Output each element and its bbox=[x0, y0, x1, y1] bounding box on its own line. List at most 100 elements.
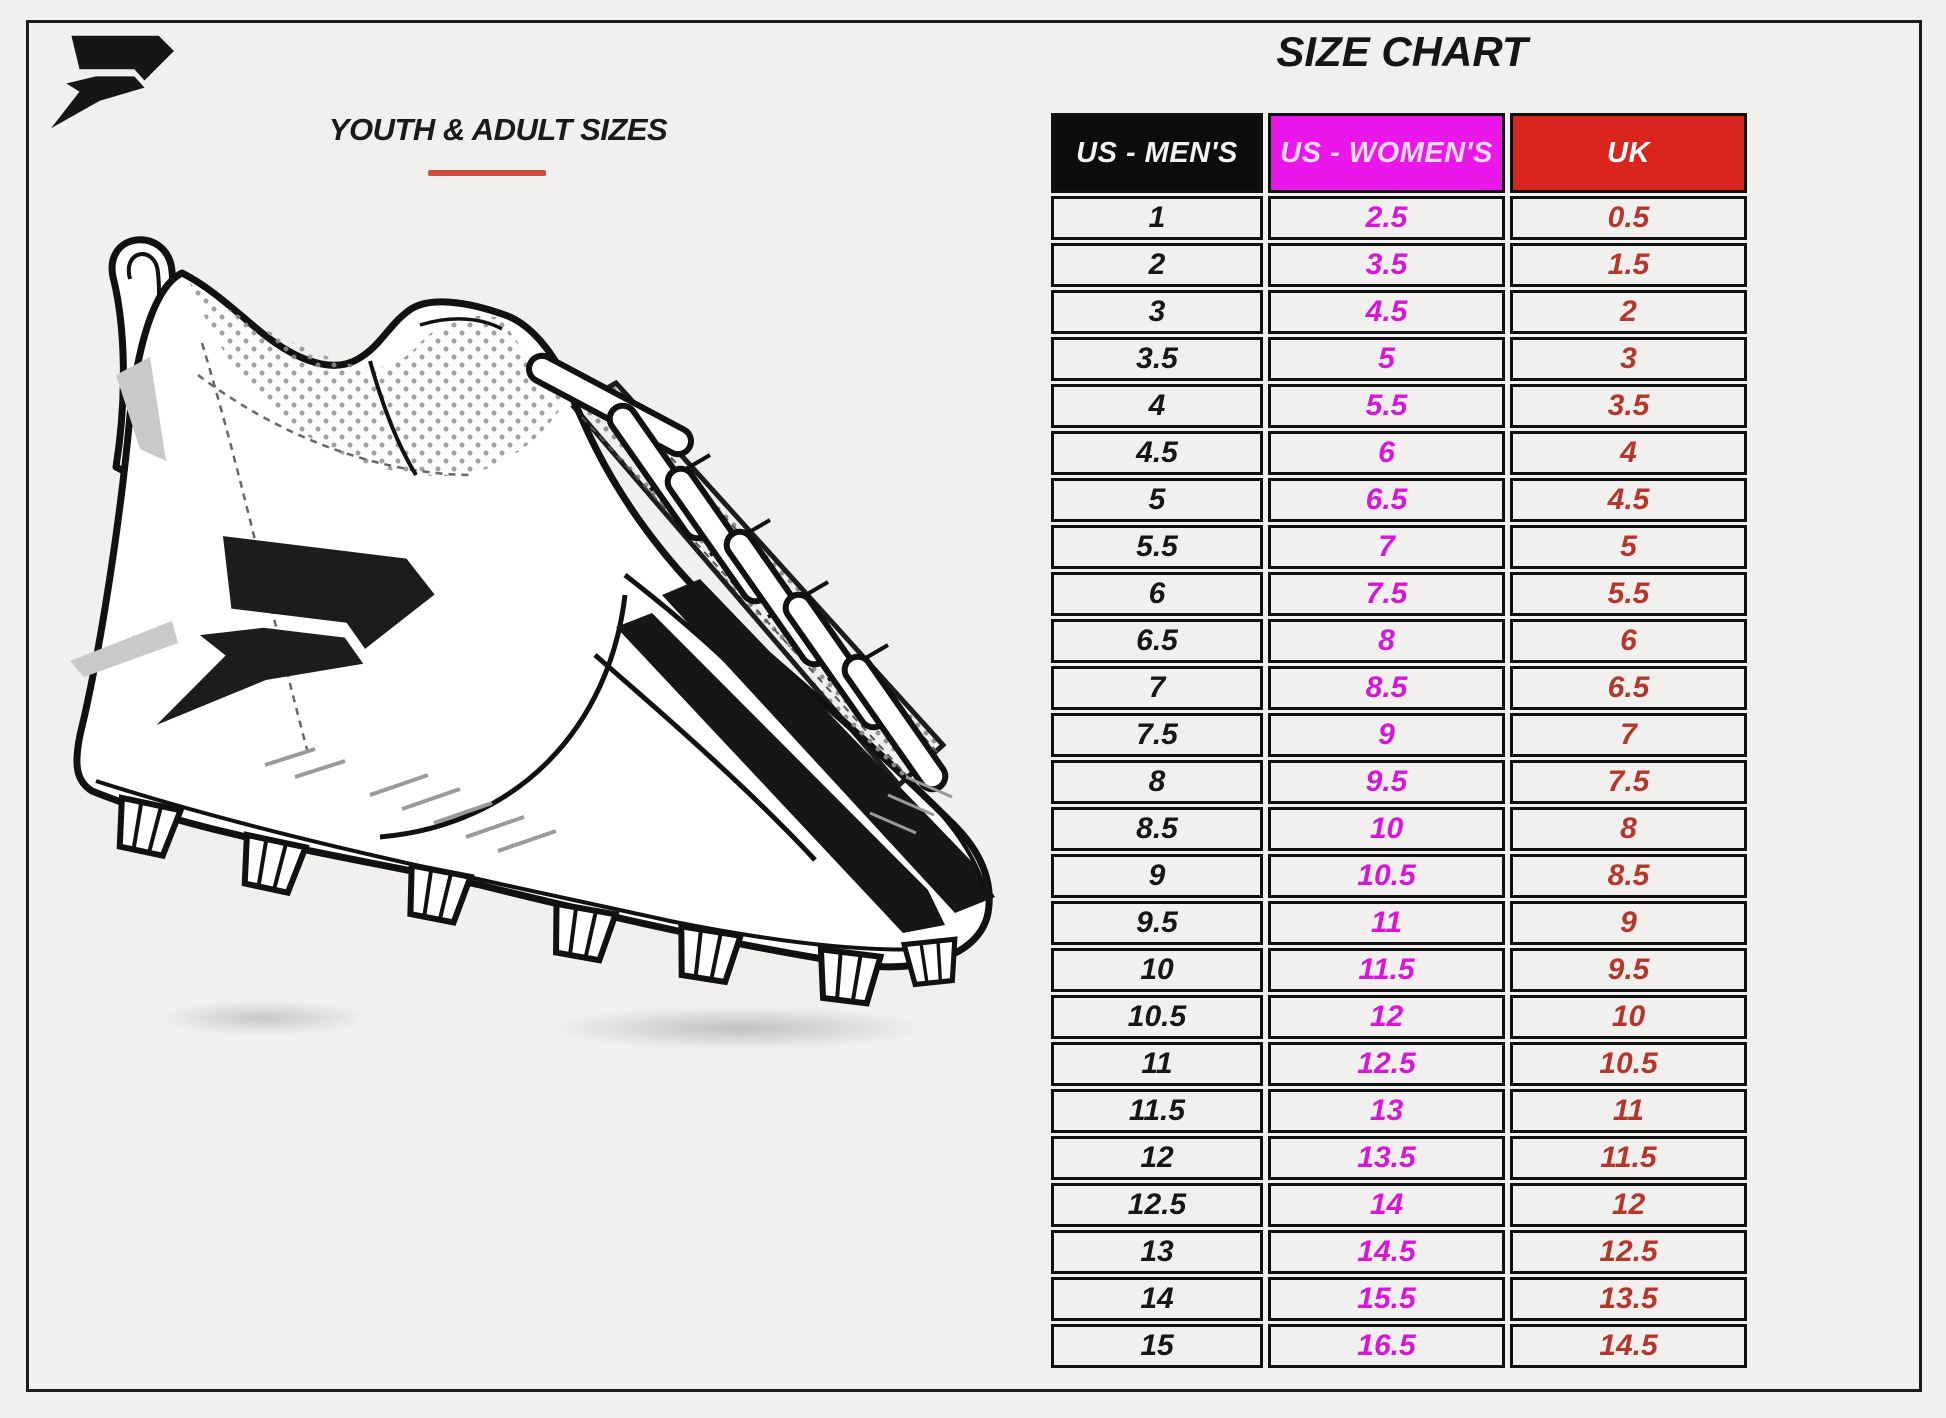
size-cell: 3.5 bbox=[1510, 384, 1747, 428]
size-cell: 8.5 bbox=[1268, 666, 1505, 710]
size-cell: 12 bbox=[1510, 1183, 1747, 1227]
size-cell: 6 bbox=[1510, 619, 1747, 663]
size-row: 5 6.5 4.5 bbox=[1051, 478, 1747, 522]
subtitle: YOUTH & ADULT SIZES bbox=[328, 112, 668, 147]
size-cell: 11 bbox=[1268, 901, 1505, 945]
size-cell: 6.5 bbox=[1051, 619, 1263, 663]
size-cell: 1 bbox=[1051, 196, 1263, 240]
size-cell: 14 bbox=[1268, 1183, 1505, 1227]
size-cell: 5 bbox=[1268, 337, 1505, 381]
size-cell: 13 bbox=[1051, 1230, 1263, 1274]
size-row: 11.5 13 11 bbox=[1051, 1089, 1747, 1133]
size-cell: 7.5 bbox=[1510, 760, 1747, 804]
size-cell: 12.5 bbox=[1510, 1230, 1747, 1274]
size-cell: 14 bbox=[1051, 1277, 1263, 1321]
size-cell: 4.5 bbox=[1051, 431, 1263, 475]
size-cell: 11 bbox=[1510, 1089, 1747, 1133]
size-cell: 8 bbox=[1051, 760, 1263, 804]
size-cell: 10.5 bbox=[1051, 995, 1263, 1039]
size-cell: 8.5 bbox=[1510, 854, 1747, 898]
size-row: 3 4.5 2 bbox=[1051, 290, 1747, 334]
size-row: 1 2.5 0.5 bbox=[1051, 196, 1747, 240]
size-cell: 8.5 bbox=[1051, 807, 1263, 851]
size-cell: 11.5 bbox=[1268, 948, 1505, 992]
size-cell: 4.5 bbox=[1510, 478, 1747, 522]
size-cell: 5.5 bbox=[1268, 384, 1505, 428]
size-cell: 5.5 bbox=[1510, 572, 1747, 616]
size-cell: 9 bbox=[1051, 854, 1263, 898]
size-cell: 6.5 bbox=[1510, 666, 1747, 710]
size-cell: 7 bbox=[1051, 666, 1263, 710]
size-cell: 9.5 bbox=[1268, 760, 1505, 804]
size-cell: 15 bbox=[1051, 1324, 1263, 1368]
size-cell: 5 bbox=[1510, 525, 1747, 569]
laces bbox=[526, 352, 949, 793]
size-cell: 8 bbox=[1268, 619, 1505, 663]
size-cell: 3 bbox=[1051, 290, 1263, 334]
size-cell: 4 bbox=[1510, 431, 1747, 475]
size-cell: 11.5 bbox=[1510, 1136, 1747, 1180]
size-row: 10 11.5 9.5 bbox=[1051, 948, 1747, 992]
studs bbox=[116, 794, 958, 1007]
size-cell: 10 bbox=[1268, 807, 1505, 851]
size-cell: 9.5 bbox=[1510, 948, 1747, 992]
size-cell: 14.5 bbox=[1510, 1324, 1747, 1368]
size-cell: 3 bbox=[1510, 337, 1747, 381]
size-cell: 2.5 bbox=[1268, 196, 1505, 240]
size-cell: 12 bbox=[1051, 1136, 1263, 1180]
size-row: 4.5 6 4 bbox=[1051, 431, 1747, 475]
size-cell: 9 bbox=[1510, 901, 1747, 945]
size-row: 6.5 8 6 bbox=[1051, 619, 1747, 663]
size-row: 6 7.5 5.5 bbox=[1051, 572, 1747, 616]
size-chart-title: SIZE CHART bbox=[1276, 28, 1528, 75]
size-cell: 16.5 bbox=[1268, 1324, 1505, 1368]
size-cell: 1.5 bbox=[1510, 243, 1747, 287]
cleat-body bbox=[73, 269, 993, 971]
size-cell: 10.5 bbox=[1510, 1042, 1747, 1086]
size-row: 7 8.5 6.5 bbox=[1051, 666, 1747, 710]
size-cell: 12 bbox=[1268, 995, 1505, 1039]
size-cell: 9.5 bbox=[1051, 901, 1263, 945]
size-cell: 7 bbox=[1268, 525, 1505, 569]
size-cell: 10 bbox=[1510, 995, 1747, 1039]
size-chart-body: 1 2.5 0.5 2 3.5 1.5 3 4.5 2 3.5 5 3 4 5.5 3.5 4.5 6 4 5 6.5… bbox=[1051, 196, 1747, 1368]
size-cell: 7.5 bbox=[1268, 572, 1505, 616]
size-row: 12 13.5 11.5 bbox=[1051, 1136, 1747, 1180]
toe-stripe-upper bbox=[662, 579, 995, 913]
size-row: 2 3.5 1.5 bbox=[1051, 243, 1747, 287]
size-row: 8 9.5 7.5 bbox=[1051, 760, 1747, 804]
football-cleat-illustration bbox=[70, 236, 995, 1007]
size-cell: 6.5 bbox=[1268, 478, 1505, 522]
size-cell: 12.5 bbox=[1268, 1042, 1505, 1086]
size-cell: 11.5 bbox=[1051, 1089, 1263, 1133]
size-row: 12.5 14 12 bbox=[1051, 1183, 1747, 1227]
size-cell: 3.5 bbox=[1268, 243, 1505, 287]
size-chart-table: US - MEN'S US - WOMEN'S UK 1 2.5 0.5 2 3.5 1.5 3… bbox=[1046, 110, 1752, 1371]
size-cell: 4.5 bbox=[1268, 290, 1505, 334]
size-cell: 13.5 bbox=[1268, 1136, 1505, 1180]
size-row: 9 10.5 8.5 bbox=[1051, 854, 1747, 898]
size-row: 14 15.5 13.5 bbox=[1051, 1277, 1747, 1321]
size-chart-header: US - MEN'S US - WOMEN'S UK bbox=[1051, 113, 1747, 193]
column-header-2: UK bbox=[1510, 113, 1747, 193]
size-cell: 7.5 bbox=[1051, 713, 1263, 757]
size-row: 4 5.5 3.5 bbox=[1051, 384, 1747, 428]
cleat-shadow-heel bbox=[118, 994, 408, 1042]
size-cell: 6 bbox=[1051, 572, 1263, 616]
size-cell: 2 bbox=[1510, 290, 1747, 334]
size-cell: 14.5 bbox=[1268, 1230, 1505, 1274]
size-cell: 10.5 bbox=[1268, 854, 1505, 898]
collar-mesh bbox=[190, 283, 568, 477]
size-cell: 6 bbox=[1268, 431, 1505, 475]
size-row: 13 14.5 12.5 bbox=[1051, 1230, 1747, 1274]
phenom-p-logo-side bbox=[156, 536, 435, 726]
size-row: 11 12.5 10.5 bbox=[1051, 1042, 1747, 1086]
size-row: 8.5 10 8 bbox=[1051, 807, 1747, 851]
toe-stripe-lower bbox=[616, 613, 945, 933]
size-cell: 2 bbox=[1051, 243, 1263, 287]
size-cell: 4 bbox=[1051, 384, 1263, 428]
size-cell: 5.5 bbox=[1051, 525, 1263, 569]
size-cell: 3.5 bbox=[1051, 337, 1263, 381]
size-row: 5.5 7 5 bbox=[1051, 525, 1747, 569]
phenom-p-logo bbox=[51, 35, 174, 129]
